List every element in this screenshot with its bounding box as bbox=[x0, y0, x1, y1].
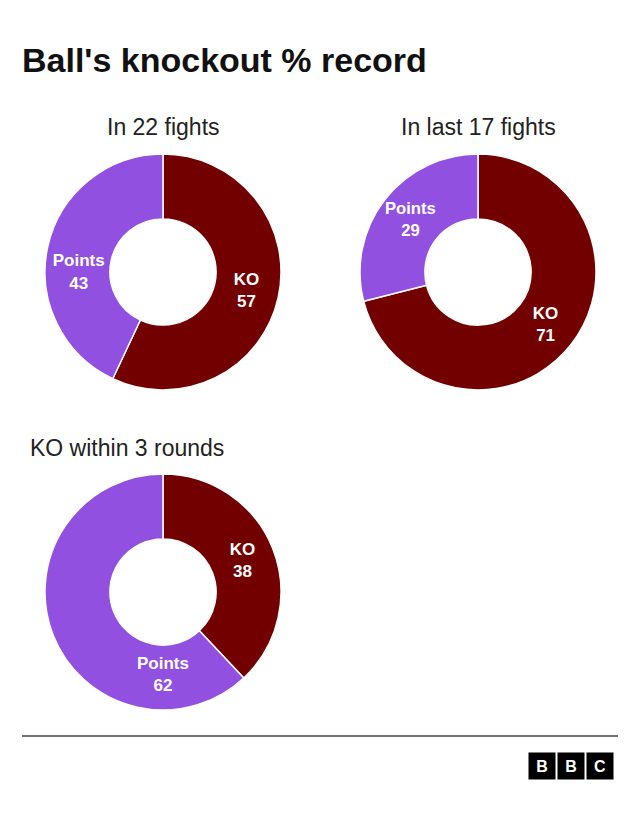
svg-text:KO within 3 rounds: KO within 3 rounds bbox=[30, 435, 224, 461]
svg-text:B: B bbox=[565, 758, 577, 775]
svg-text:Points29: Points29 bbox=[385, 199, 436, 240]
svg-text:In 22 fights: In 22 fights bbox=[107, 114, 220, 140]
svg-text:KO71: KO71 bbox=[533, 304, 559, 345]
svg-text:In last 17 fights: In last 17 fights bbox=[401, 114, 556, 140]
svg-text:Points62: Points62 bbox=[137, 654, 189, 695]
svg-text:KO57: KO57 bbox=[234, 270, 260, 311]
svg-text:Ball's knockout % record: Ball's knockout % record bbox=[22, 41, 427, 79]
svg-text:KO38: KO38 bbox=[230, 540, 256, 581]
svg-text:C: C bbox=[594, 758, 606, 775]
svg-text:B: B bbox=[536, 758, 548, 775]
svg-text:Points43: Points43 bbox=[53, 251, 105, 292]
